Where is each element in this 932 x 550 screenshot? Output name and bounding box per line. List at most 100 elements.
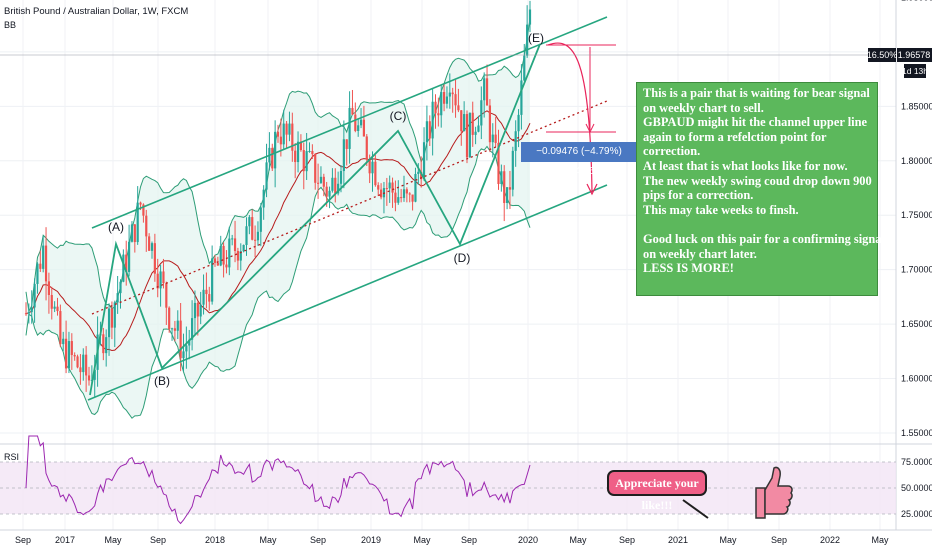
candle-body <box>526 24 529 56</box>
candle-body <box>150 243 154 251</box>
time-tick-label: Sep <box>310 535 326 545</box>
candle-body <box>199 304 202 317</box>
candle-body <box>302 150 305 172</box>
candle-body <box>316 182 320 184</box>
time-tick-label: 2021 <box>668 535 688 545</box>
note-line: pips for a correction. <box>643 188 754 203</box>
appreciate-bubble: Appreciate your like!!! <box>607 470 707 512</box>
candle-body <box>505 187 509 203</box>
candle-body <box>377 185 380 190</box>
note-line: This may take weeks to finsh. <box>643 202 799 217</box>
channel-lower-line[interactable] <box>87 184 608 401</box>
time-tick-label: 2020 <box>518 535 538 545</box>
candle-body <box>205 289 208 295</box>
candle-body <box>508 187 512 190</box>
change-badge: 16.50% <box>867 50 898 60</box>
candle-body <box>480 100 483 126</box>
candle-body <box>213 258 217 263</box>
candle-body <box>251 217 254 240</box>
candle-body <box>145 215 148 237</box>
rsi-line <box>25 435 531 525</box>
change-badge-bg <box>868 48 896 62</box>
candle-body <box>102 334 105 354</box>
candle-body <box>82 354 85 373</box>
candle-body <box>182 351 185 359</box>
candle-body <box>56 306 59 312</box>
price-tick-label: 1.95000 <box>901 0 932 2</box>
candle-body <box>460 110 463 132</box>
candle-body <box>33 283 36 308</box>
candle-body <box>454 94 457 106</box>
candle-body <box>59 311 62 345</box>
candle-body <box>159 271 162 289</box>
candle-body <box>408 193 411 195</box>
candle-body <box>236 251 240 261</box>
candle-body <box>211 258 214 302</box>
candle-body <box>44 245 48 282</box>
time-tick-label: May <box>104 535 122 545</box>
candle-body <box>511 150 514 190</box>
candle-body <box>296 141 300 163</box>
indicator-label-bb[interactable]: BB <box>4 20 17 30</box>
candle-body <box>325 186 328 197</box>
candle-body <box>274 131 277 169</box>
candle-body <box>222 245 225 265</box>
candle-body <box>322 176 325 187</box>
candle-body <box>503 171 506 203</box>
time-tick-label: May <box>569 535 587 545</box>
candle-body <box>73 355 76 357</box>
candle-body <box>193 302 197 319</box>
candle-body <box>47 281 51 296</box>
candle-body <box>107 308 111 338</box>
candle-body <box>485 78 489 106</box>
wave-label: (E) <box>528 31 544 45</box>
time-tick-label: May <box>259 535 277 545</box>
candle-body <box>362 119 366 137</box>
candle-body <box>488 105 492 143</box>
candle-body <box>248 217 251 227</box>
measure-label: −0.09476 (−4.79%) −947.6 <box>521 142 637 177</box>
candle-body <box>434 101 437 114</box>
candle-body <box>168 307 171 330</box>
candle-body <box>219 245 222 266</box>
candle-body <box>24 313 28 315</box>
candle-body <box>294 150 297 163</box>
candle-body <box>113 302 116 328</box>
candle-body <box>328 190 331 197</box>
candle-body <box>308 150 311 152</box>
candle-body <box>271 147 274 169</box>
note-line: on weekly chart to sell. <box>643 100 764 115</box>
price-tick-label: 1.75000 <box>901 210 932 220</box>
candle-body <box>494 134 497 143</box>
candle-body <box>405 189 408 194</box>
time-tick-label: May <box>719 535 737 545</box>
candle-body <box>339 171 343 184</box>
note-line: At least that is what looks like for now… <box>643 158 848 173</box>
candle-body <box>136 202 139 243</box>
candle-body <box>448 92 451 97</box>
candle-body <box>288 123 291 135</box>
candle-body <box>528 9 532 25</box>
candle-body <box>70 341 73 356</box>
price-tick-label: 1.60000 <box>901 374 932 384</box>
candle-body <box>365 136 368 160</box>
candle-body <box>314 154 317 183</box>
candle-body <box>374 161 377 186</box>
candle-body <box>30 307 33 313</box>
candle-body <box>359 119 363 126</box>
candle-body <box>431 101 434 139</box>
channel-upper-line[interactable] <box>91 16 608 229</box>
last-price-badge-bg <box>897 48 932 62</box>
bb-fill <box>26 18 530 419</box>
indicator-label-rsi[interactable]: RSI <box>4 452 20 462</box>
candle-body <box>517 114 520 132</box>
candle-body <box>256 231 260 241</box>
time-tick-label: May <box>871 535 889 545</box>
candle-body <box>156 273 159 289</box>
time-tick-label: Sep <box>15 535 31 545</box>
candle-body <box>225 264 228 268</box>
wave-path[interactable] <box>89 43 541 396</box>
candle-body <box>188 339 191 346</box>
candle-body <box>42 245 45 269</box>
